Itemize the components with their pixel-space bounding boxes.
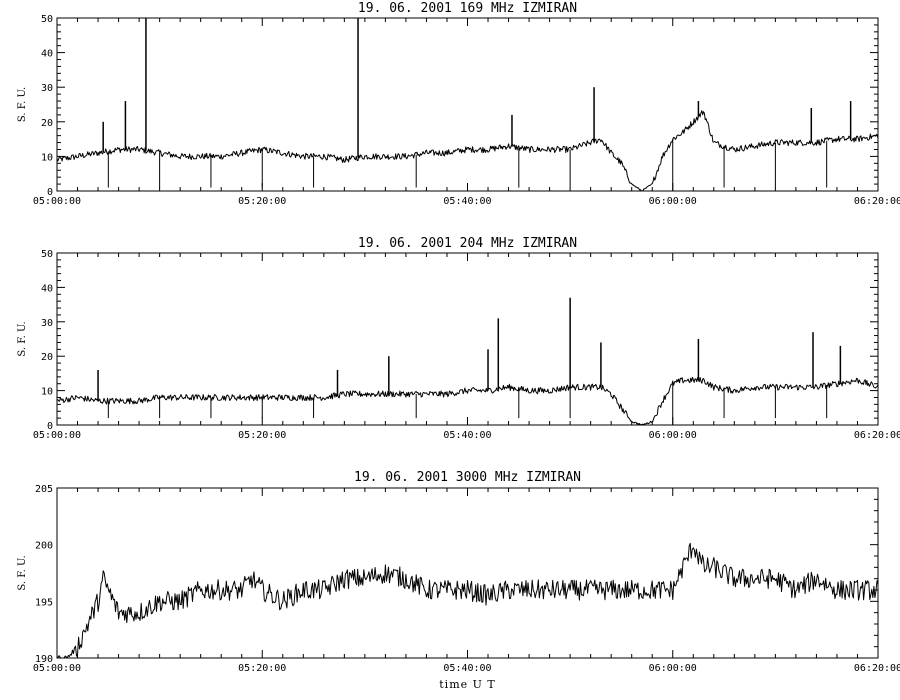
p1-y-tick-label: 30 xyxy=(41,318,53,329)
p1-x-tick-label: 05:40:00 xyxy=(443,430,491,441)
p2-y-tick-label: 205 xyxy=(35,484,53,495)
p2-x-tick-label: 05:00:00 xyxy=(33,663,81,674)
p0-plot-frame xyxy=(56,17,879,192)
p0-x-tick-label: 05:00:00 xyxy=(33,196,81,207)
p0-y-tick-label: 40 xyxy=(41,49,53,60)
p0-series-line xyxy=(56,110,879,192)
p0-x-tick-label: 05:40:00 xyxy=(443,196,491,207)
p0-chart-title: 19. 06. 2001 169 MHz IZMIRAN xyxy=(358,1,577,16)
p0-x-tick-label: 05:20:00 xyxy=(238,196,286,207)
p1-series-line xyxy=(56,376,879,426)
p1-y-tick-label: 20 xyxy=(41,352,53,363)
p1-plot-frame xyxy=(56,252,879,426)
p0-x-tick-label: 06:20:00 xyxy=(854,196,900,207)
p2-x-tick-label: 05:40:00 xyxy=(443,663,491,674)
p0-x-tick-label: 06:00:00 xyxy=(649,196,697,207)
p1-x-tick-label: 06:20:00 xyxy=(854,430,900,441)
p2-series-line xyxy=(56,542,879,659)
p2-y-tick-label: 200 xyxy=(35,541,53,552)
p1-x-tick-label: 05:20:00 xyxy=(238,430,286,441)
p2-x-tick-label: 05:20:00 xyxy=(238,663,286,674)
p0-y-tick-label: 20 xyxy=(41,118,53,129)
panel-3000mhz: 19. 06. 2001 3000 MHz IZMIRAN S. F. U. 05:… xyxy=(17,470,900,691)
p2-x-axis-label: time U T xyxy=(439,678,495,691)
p0-y-tick-label: 30 xyxy=(41,83,53,94)
p2-y-tick-label: 190 xyxy=(35,654,53,665)
p1-y-tick-label: 10 xyxy=(41,387,53,398)
p2-y-tick-label: 195 xyxy=(35,597,53,608)
p2-x-tick-label: 06:00:00 xyxy=(649,663,697,674)
p1-y-tick-label: 0 xyxy=(47,421,53,432)
p0-y-tick-label: 10 xyxy=(41,152,53,163)
p1-x-tick-label: 06:00:00 xyxy=(649,430,697,441)
p1-y-axis-label: S. F. U. xyxy=(17,321,28,356)
p2-y-axis-label: S. F. U. xyxy=(17,555,28,590)
p1-x-tick-label: 05:00:00 xyxy=(33,430,81,441)
p1-chart-title: 19. 06. 2001 204 MHz IZMIRAN xyxy=(358,236,577,251)
p2-plot-frame xyxy=(56,487,879,659)
p2-chart-title: 19. 06. 2001 3000 MHz IZMIRAN xyxy=(354,470,581,485)
panel-204mhz: 19. 06. 2001 204 MHz IZMIRAN S. F. U. 05:0… xyxy=(17,236,900,441)
p1-y-tick-label: 50 xyxy=(41,249,53,260)
panel-169mhz: 19. 06. 2001 169 MHz IZMIRAN S. F. U. 05:0… xyxy=(17,1,900,207)
p0-y-tick-label: 0 xyxy=(47,187,53,198)
p0-y-axis-label: S. F. U. xyxy=(17,87,28,122)
p1-y-tick-label: 40 xyxy=(41,283,53,294)
p2-x-tick-label: 06:20:00 xyxy=(854,663,900,674)
p0-y-tick-label: 50 xyxy=(41,14,53,25)
